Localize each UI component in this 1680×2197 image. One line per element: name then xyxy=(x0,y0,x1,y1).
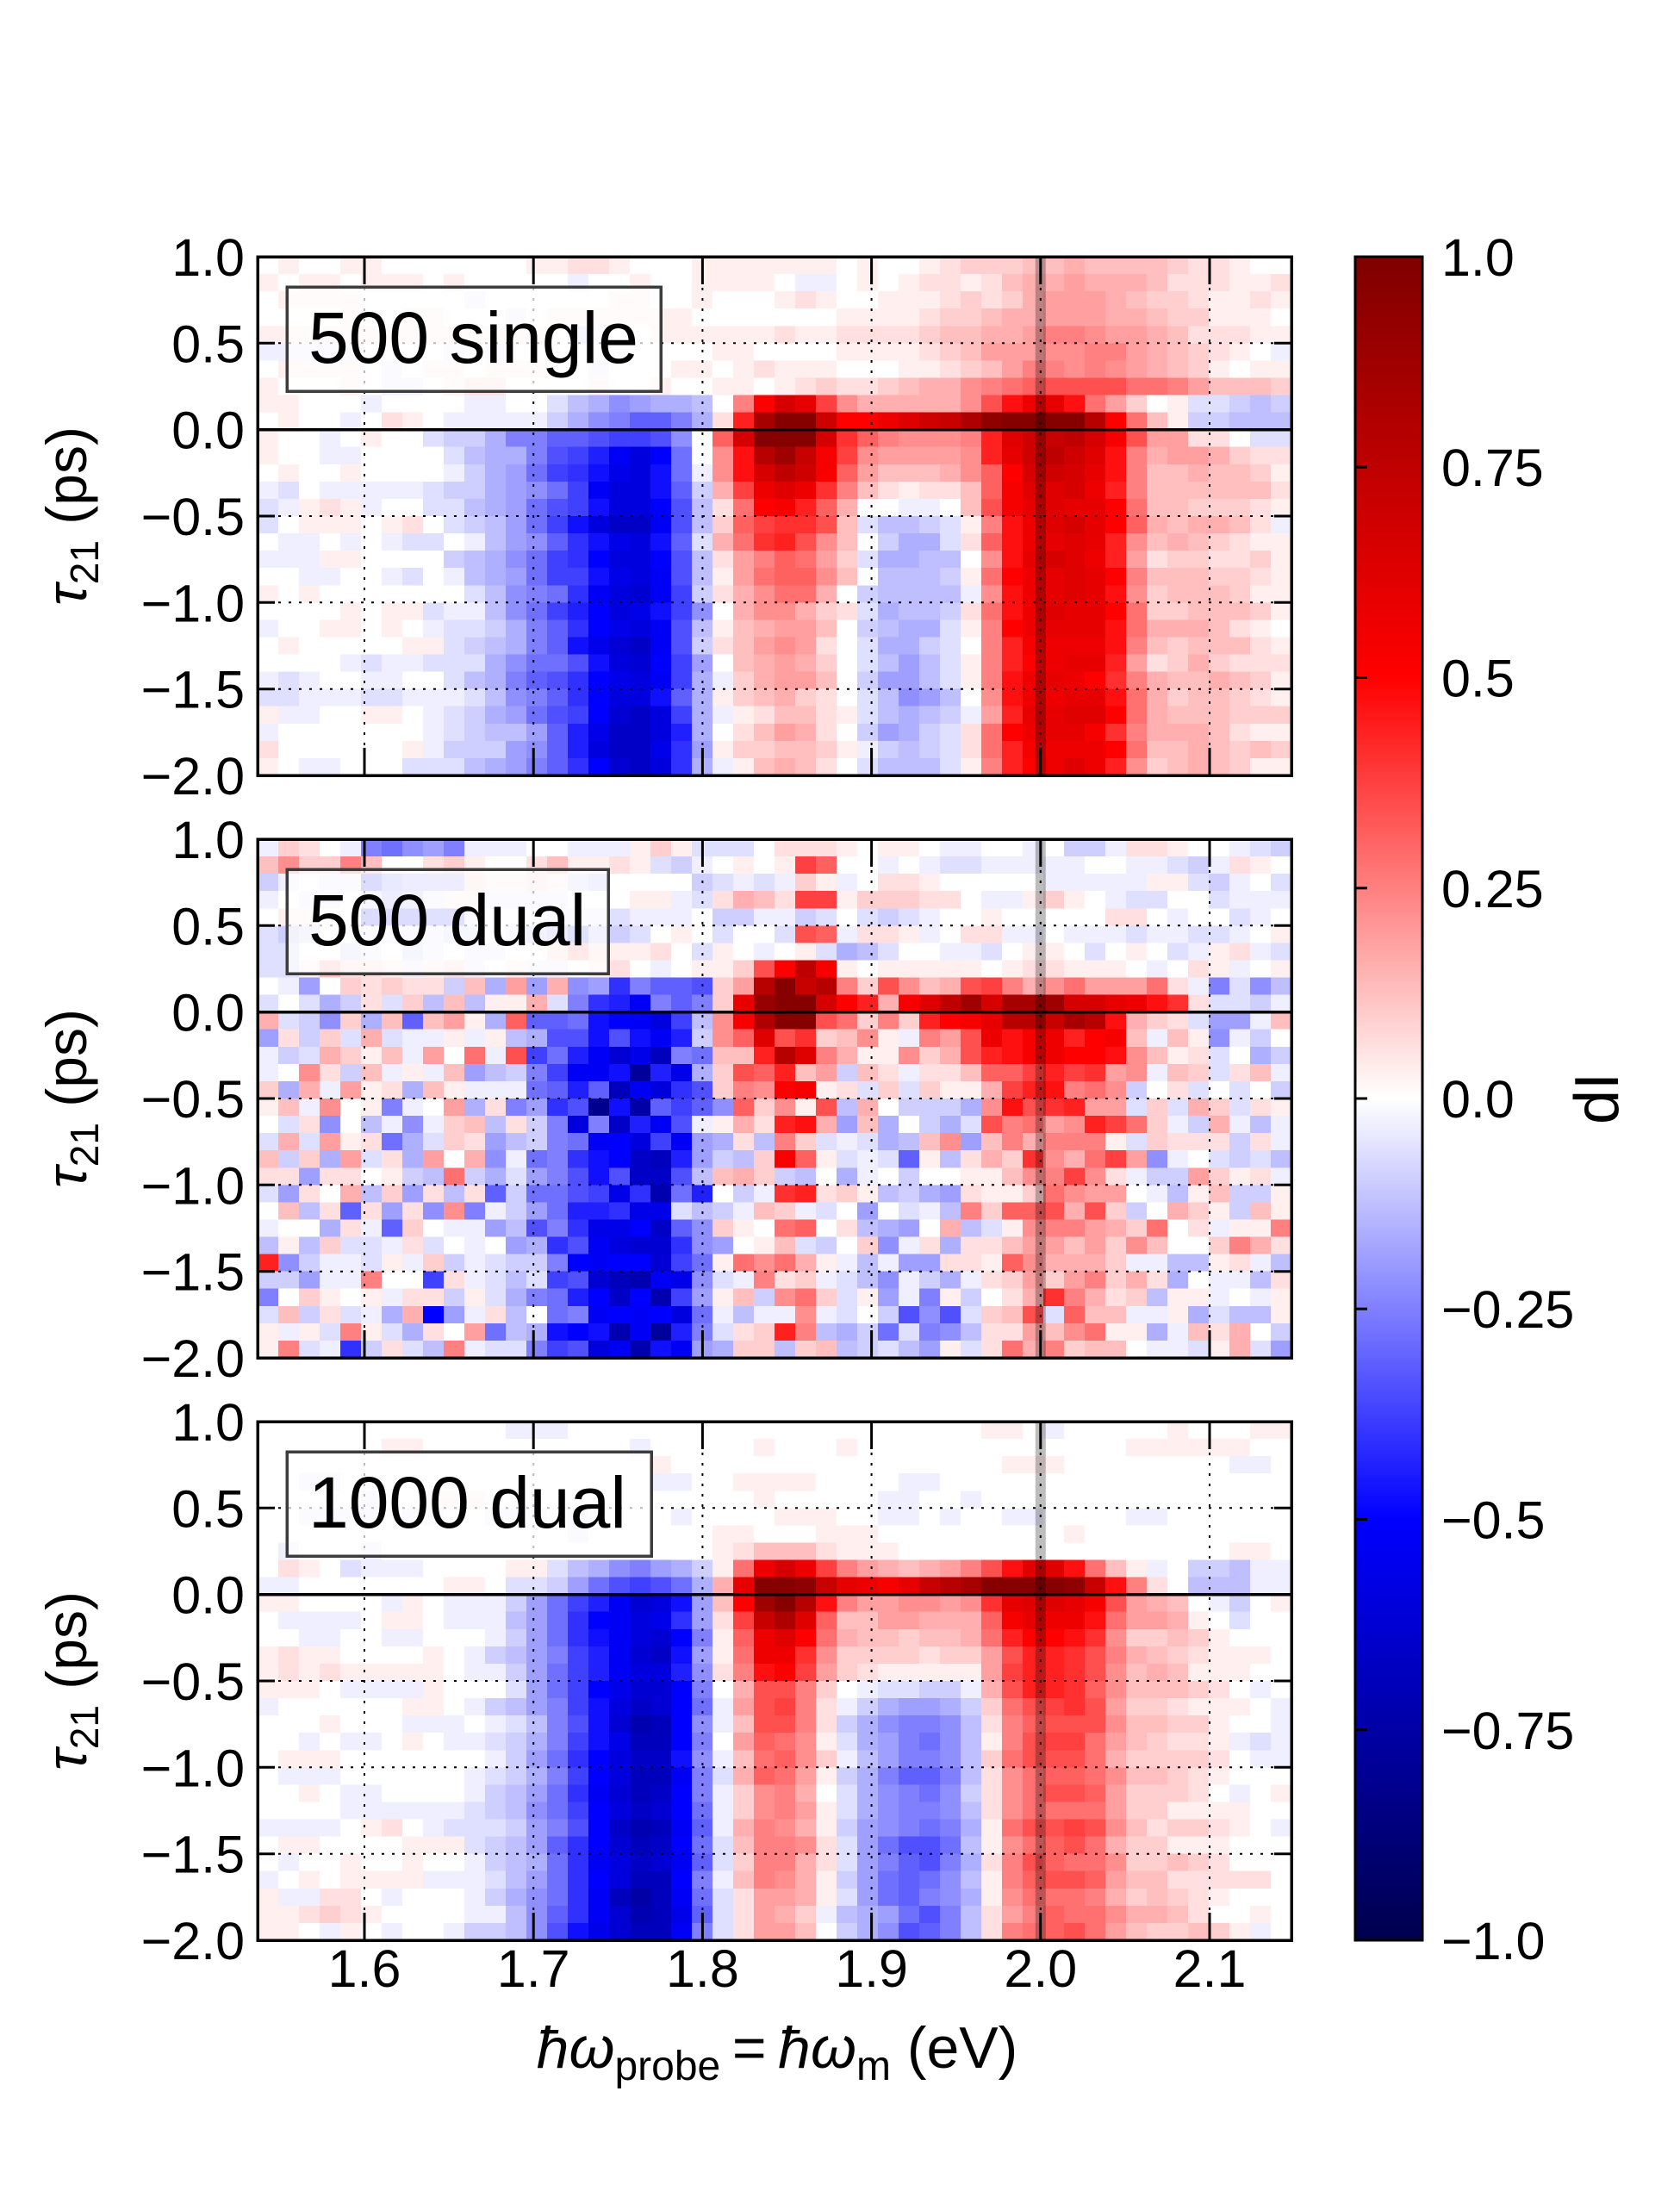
svg-text:τ21 (ps): τ21 (ps) xyxy=(34,1009,107,1188)
svg-text:2.0: 2.0 xyxy=(1004,1939,1077,1998)
svg-text:ħωprobe = ħωm (eV): ħωprobe = ħωm (eV) xyxy=(537,2015,1018,2089)
svg-text:0.5: 0.5 xyxy=(171,897,245,955)
svg-text:−1.0: −1.0 xyxy=(141,574,245,632)
svg-text:dI: dI xyxy=(1563,1073,1632,1124)
svg-text:−0.25: −0.25 xyxy=(1441,1280,1574,1339)
svg-text:1000 dual: 1000 dual xyxy=(308,1462,626,1543)
svg-text:1.0: 1.0 xyxy=(171,1393,245,1452)
svg-text:τ21 (ps): τ21 (ps) xyxy=(34,1591,107,1771)
svg-text:0.0: 0.0 xyxy=(1441,1070,1515,1129)
svg-text:0.0: 0.0 xyxy=(171,984,245,1042)
svg-text:−1.0: −1.0 xyxy=(1441,1912,1545,1970)
svg-text:1.6: 1.6 xyxy=(328,1939,401,1998)
svg-text:1.0: 1.0 xyxy=(171,228,245,287)
svg-text:1.8: 1.8 xyxy=(666,1939,739,1998)
svg-text:0.0: 0.0 xyxy=(171,1566,245,1625)
svg-text:−0.5: −0.5 xyxy=(141,1070,245,1129)
svg-text:−1.5: −1.5 xyxy=(141,661,245,719)
svg-text:−0.5: −0.5 xyxy=(141,488,245,546)
svg-text:500 single: 500 single xyxy=(308,297,638,378)
svg-text:−1.5: −1.5 xyxy=(141,1826,245,1884)
svg-text:−1.0: −1.0 xyxy=(141,1156,245,1215)
svg-text:−2.0: −2.0 xyxy=(141,1329,245,1388)
svg-text:1.0: 1.0 xyxy=(171,811,245,869)
svg-text:2.1: 2.1 xyxy=(1173,1939,1247,1998)
svg-text:0.25: 0.25 xyxy=(1441,860,1544,918)
svg-text:−2.0: −2.0 xyxy=(141,747,245,806)
svg-text:0.75: 0.75 xyxy=(1441,439,1544,497)
svg-text:1.9: 1.9 xyxy=(835,1939,908,1998)
svg-text:−2.0: −2.0 xyxy=(141,1912,245,1970)
svg-text:−0.5: −0.5 xyxy=(1441,1491,1545,1549)
svg-text:0.0: 0.0 xyxy=(171,401,245,460)
svg-text:−1.0: −1.0 xyxy=(141,1739,245,1797)
svg-text:1.0: 1.0 xyxy=(1441,228,1515,287)
svg-text:0.5: 0.5 xyxy=(171,1479,245,1538)
svg-text:−0.5: −0.5 xyxy=(141,1652,245,1711)
svg-text:−0.75: −0.75 xyxy=(1441,1702,1574,1760)
svg-text:−1.5: −1.5 xyxy=(141,1243,245,1302)
svg-text:1.7: 1.7 xyxy=(497,1939,570,1998)
svg-text:0.5: 0.5 xyxy=(1441,649,1515,707)
svg-text:500 dual: 500 dual xyxy=(308,880,586,961)
svg-text:0.5: 0.5 xyxy=(171,314,245,373)
svg-text:τ21 (ps): τ21 (ps) xyxy=(34,426,107,606)
